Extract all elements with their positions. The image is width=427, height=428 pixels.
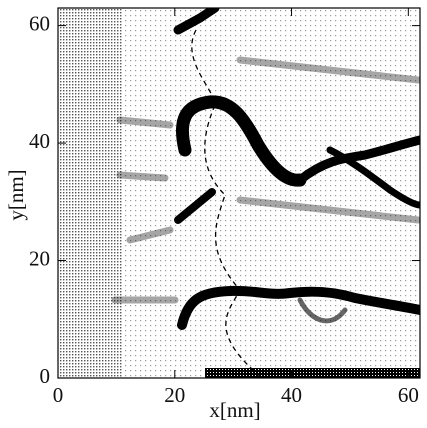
y-tick-label: 20 bbox=[29, 246, 50, 270]
x-axis-label: x[nm] bbox=[209, 398, 260, 422]
y-tick-label: 0 bbox=[40, 364, 51, 388]
plot-frame bbox=[57, 7, 421, 379]
x-tick-label: 40 bbox=[281, 383, 302, 407]
x-tick-label: 20 bbox=[164, 383, 185, 407]
y-tick-label: 40 bbox=[29, 129, 50, 153]
x-tick-label: 0 bbox=[53, 383, 64, 407]
y-tick-label: 60 bbox=[29, 11, 50, 35]
y-axis-label: y[nm] bbox=[4, 169, 28, 220]
x-tick-label: 60 bbox=[398, 383, 419, 407]
density-map bbox=[58, 8, 420, 378]
